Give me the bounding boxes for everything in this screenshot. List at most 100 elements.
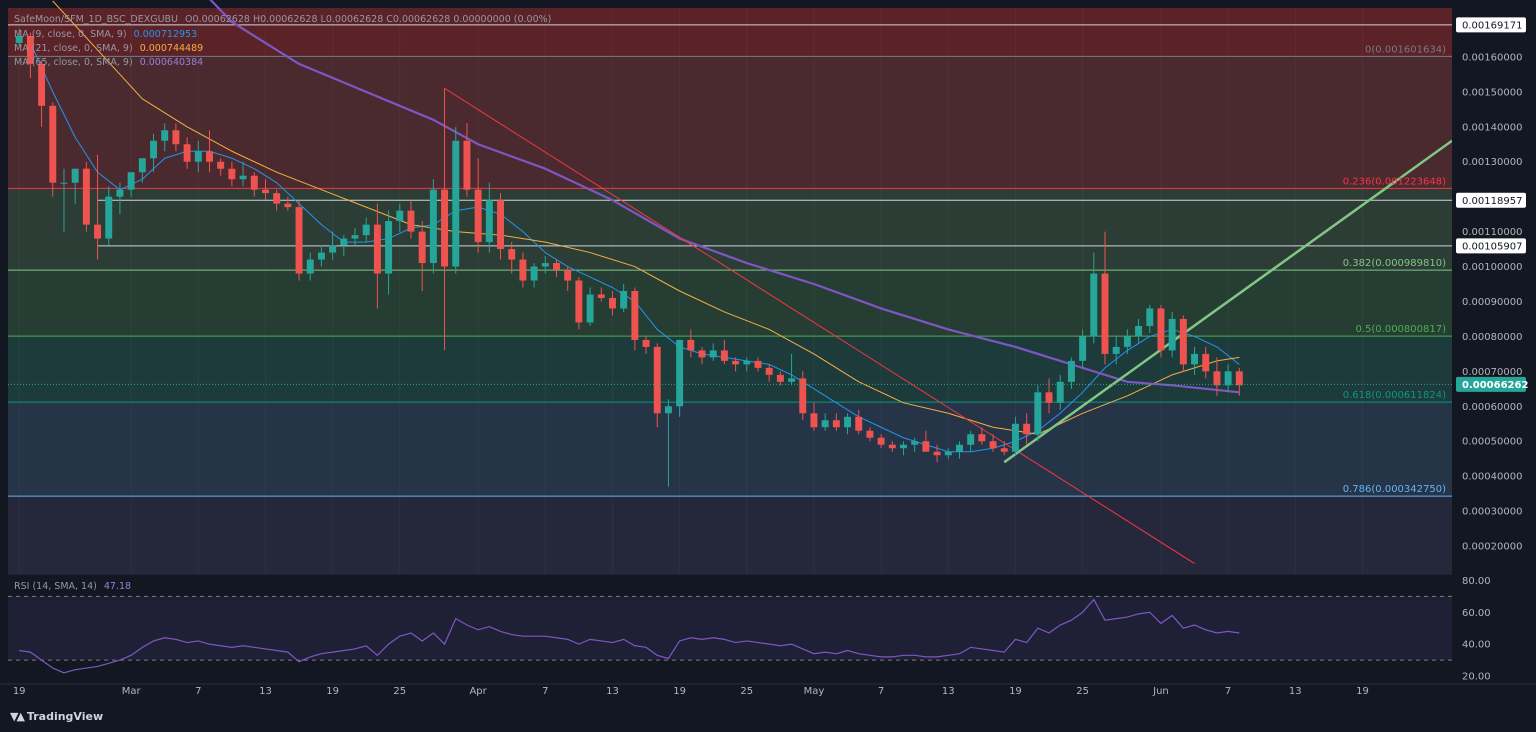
candle-body [1023, 423, 1031, 435]
candle-body [452, 140, 460, 267]
price-tick-label: 0.00090000 [1462, 297, 1522, 308]
candle-body [564, 270, 572, 281]
candle-body [340, 238, 348, 246]
candle [217, 158, 225, 176]
candle-body [519, 259, 527, 281]
candle [508, 242, 516, 274]
candle-body [161, 130, 169, 141]
candle-body [698, 350, 706, 358]
rsi-band [8, 596, 1452, 661]
candle [49, 102, 57, 197]
candle [564, 266, 572, 291]
candle [1224, 364, 1232, 393]
ma9-legend[interactable]: MA (9, close, 0, SMA, 9) 0.000712953 [14, 29, 197, 40]
symbol-legend[interactable]: SafeMoon/SFM_1D_BSC_DEXGUBU O0.00062628 … [14, 14, 551, 25]
candle [732, 357, 740, 372]
candle-body [418, 231, 426, 264]
tradingview-logo-text: TradingView [26, 710, 104, 723]
candle-body [1067, 360, 1075, 382]
tradingview-logo[interactable]: ▼▲ TradingView [10, 710, 103, 723]
price-axis[interactable]: 0.00160000 0.00150000 0.00140000 0.00130000… [1452, 0, 1536, 684]
candle [351, 228, 359, 246]
candle [709, 343, 717, 361]
trend-lines[interactable] [444, 87, 1452, 564]
candle [396, 203, 404, 232]
candle-body [810, 413, 818, 428]
candle [642, 336, 650, 354]
candle-body [250, 175, 258, 190]
candle [161, 123, 169, 152]
candle-body [228, 168, 236, 180]
candle [776, 371, 784, 386]
candle [485, 182, 493, 253]
candle-body [1179, 318, 1187, 365]
candle [989, 434, 997, 452]
rsi-panel[interactable] [8, 573, 1536, 684]
candle-body [441, 189, 449, 267]
candle [1034, 385, 1042, 442]
candle-body [385, 221, 393, 274]
candle [385, 210, 393, 295]
candle [799, 371, 807, 421]
candle [1056, 374, 1064, 410]
time-tick-label: 7 [878, 686, 884, 697]
rsi-background [8, 574, 1452, 684]
trend-line [444, 87, 1195, 564]
candle-body [239, 175, 247, 180]
ma65-value: 0.000640384 [139, 57, 204, 68]
candle-body [956, 444, 963, 452]
candle [1157, 304, 1165, 358]
ma65-legend[interactable]: MA (65, close, 0, SMA, 9) 0.000640384 [14, 57, 203, 68]
candle [329, 231, 337, 260]
candle [1112, 336, 1120, 365]
rsi-value: 47.18 [103, 581, 132, 592]
candle [933, 444, 941, 463]
time-tick-label: 25 [1076, 686, 1089, 697]
candle [944, 448, 952, 459]
fib-zone [8, 496, 1452, 574]
candle-body [329, 245, 337, 253]
candle-body [150, 140, 157, 159]
ma21-legend[interactable]: MA (21, close, 0, SMA, 9) 0.000744489 [14, 43, 203, 54]
candle-body [608, 297, 616, 309]
rsi-legend[interactable]: RSI (14, SMA, 14) 47.18 [14, 581, 131, 592]
candle-body [541, 263, 549, 267]
candle [1023, 413, 1031, 445]
candle-body [743, 360, 751, 365]
candle-body [49, 105, 57, 183]
price-label-text: 0.00105907 [1462, 241, 1522, 252]
candle-body [1235, 371, 1243, 386]
candle-body [754, 360, 762, 368]
horizontal-lines[interactable] [8, 24, 1452, 247]
candle-body [922, 441, 930, 452]
candle-body [821, 420, 829, 428]
candle [653, 343, 661, 428]
candle [60, 168, 68, 232]
candle [922, 430, 930, 452]
candle-body [720, 350, 728, 361]
time-axis[interactable]: 19 Mar 7 13 19 25 Apr 7 13 19 25 May 7 13 19 25 Jun 7 13 19 [0, 683, 1536, 697]
candle [441, 88, 449, 351]
price-tick-label: 0.00140000 [1462, 122, 1522, 133]
candle-body [1056, 381, 1064, 403]
time-tick-label: 19 [13, 686, 26, 697]
candle [71, 168, 79, 204]
price-tick-label: 0.00150000 [1462, 87, 1522, 98]
candle [138, 158, 146, 183]
candle-body [1101, 273, 1109, 354]
candle-body [183, 144, 191, 162]
candle-body [172, 130, 180, 145]
candle-body [362, 224, 370, 236]
candle [967, 430, 975, 452]
candle-body [351, 235, 359, 239]
time-tick-label: 7 [1225, 686, 1231, 697]
candle-body [105, 196, 113, 239]
candle [676, 339, 684, 417]
candle-body [586, 294, 594, 323]
candle [844, 413, 852, 435]
candle-body [485, 200, 493, 243]
candle [530, 263, 538, 288]
candle [597, 287, 605, 302]
candle [463, 123, 471, 197]
